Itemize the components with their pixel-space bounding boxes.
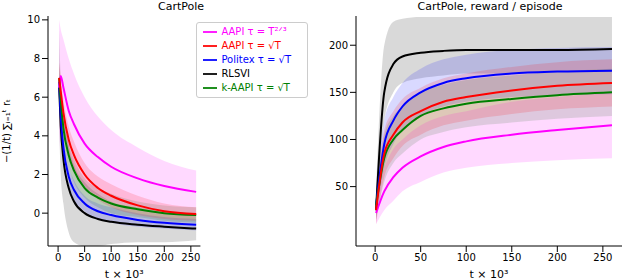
svg-text:250: 250 bbox=[181, 252, 200, 263]
svg-text:10: 10 bbox=[27, 14, 40, 25]
html-text:AAPI τ = T²ᐟ³: AAPI τ = T²ᐟ³ bbox=[221, 26, 287, 37]
html-text:Politex τ = √T: Politex τ = √T bbox=[221, 54, 291, 65]
html-text:CartPole: CartPole bbox=[158, 0, 204, 13]
html-text:AAPI τ = √T: AAPI τ = √T bbox=[221, 40, 281, 51]
svg-text:2: 2 bbox=[34, 169, 40, 180]
svg-text:−(1/t) ∑ᵢ₌₁ᵗ rₜ: −(1/t) ∑ᵢ₌₁ᵗ rₜ bbox=[8, 99, 12, 163]
svg-text:4: 4 bbox=[34, 130, 40, 141]
svg-text:t × 10³: t × 10³ bbox=[105, 268, 144, 280]
html-text:k-AAPI τ = √T: k-AAPI τ = √T bbox=[221, 82, 290, 93]
svg-text:50: 50 bbox=[414, 252, 427, 263]
svg-text:150: 150 bbox=[128, 252, 147, 263]
svg-text:t × 10³: t × 10³ bbox=[470, 268, 509, 280]
svg-text:150: 150 bbox=[502, 252, 521, 263]
svg-text:100: 100 bbox=[102, 252, 121, 263]
svg-text:200: 200 bbox=[548, 252, 567, 263]
svg-text:150: 150 bbox=[329, 87, 348, 98]
svg-text:0: 0 bbox=[372, 252, 378, 263]
svg-text:100: 100 bbox=[329, 134, 348, 145]
html-text:RLSVI: RLSVI bbox=[221, 68, 251, 79]
svg-text:100: 100 bbox=[457, 252, 476, 263]
svg-text:50: 50 bbox=[335, 181, 348, 192]
svg-text:6: 6 bbox=[34, 92, 40, 103]
svg-text:200: 200 bbox=[155, 252, 174, 263]
svg-text:8: 8 bbox=[34, 53, 40, 64]
svg-text:0: 0 bbox=[34, 208, 40, 219]
svg-text:250: 250 bbox=[593, 252, 612, 263]
svg-text:200: 200 bbox=[329, 40, 348, 51]
svg-text:50: 50 bbox=[78, 252, 91, 263]
svg-text:0: 0 bbox=[55, 252, 61, 263]
html-text:CartPole, reward / episode: CartPole, reward / episode bbox=[417, 0, 563, 13]
